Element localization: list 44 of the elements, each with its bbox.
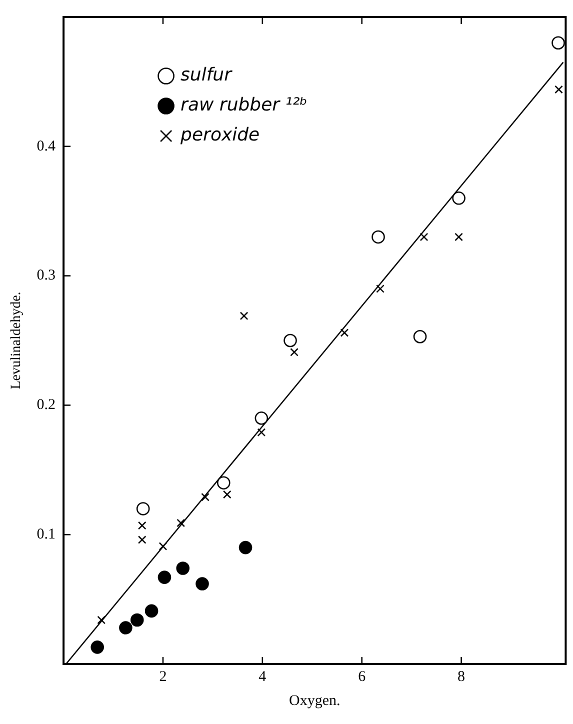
point (216, 476, 230, 490)
point (284, 334, 297, 348)
point (340, 328, 349, 337)
point (196, 577, 209, 590)
point (130, 613, 144, 627)
x-tick-label: 6 (358, 668, 366, 685)
point (158, 570, 172, 584)
point (90, 640, 104, 654)
point (97, 616, 106, 624)
point (290, 348, 298, 356)
point (240, 312, 248, 320)
x-axis-title: Oxygen. (289, 692, 340, 709)
point (552, 36, 565, 50)
point (138, 536, 146, 544)
point (238, 540, 252, 554)
x-tick-label: 4 (258, 668, 267, 685)
y-tick-label: 0.3 (36, 268, 56, 284)
point (144, 604, 158, 618)
legend-label: raw rubber ¹²ᵇ (180, 94, 308, 116)
legend-label: peroxide (180, 124, 260, 146)
point (254, 411, 268, 425)
y-tick-label: 0.1 (36, 526, 56, 543)
point (420, 232, 428, 242)
y-axis-title: Levulinaldehyde. (9, 292, 24, 390)
point (136, 502, 150, 516)
point (452, 192, 466, 205)
point (376, 284, 384, 293)
point (554, 85, 563, 94)
point (158, 542, 168, 550)
point (413, 330, 427, 344)
y-tick-label: 0.4 (36, 138, 56, 154)
point (372, 230, 385, 244)
point (222, 490, 232, 499)
legend-label: sulfur (180, 64, 234, 86)
y-tick-label: 0.2 (36, 397, 56, 414)
point (138, 521, 146, 530)
x-tick-label: 2 (159, 668, 167, 685)
point (257, 428, 266, 437)
point (176, 562, 190, 575)
point (201, 492, 210, 502)
x-tick-label: 8 (458, 668, 466, 685)
point (176, 518, 186, 528)
point (454, 232, 463, 242)
point (119, 621, 132, 634)
